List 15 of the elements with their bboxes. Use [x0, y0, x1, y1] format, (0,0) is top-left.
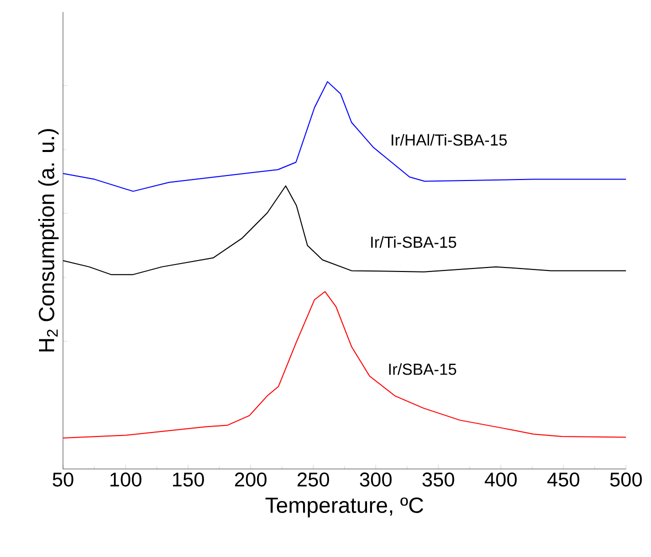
x-tick-label: 500: [610, 472, 642, 487]
x-tick-label: 50: [52, 472, 74, 487]
x-tick-label: 450: [547, 472, 580, 487]
x-tick-label: 350: [422, 472, 454, 487]
x-axis-title: Temperature, ºC: [265, 497, 424, 518]
series-label: Ir/Ti-SBA-15: [371, 236, 456, 248]
series-label: Ir/HAl/Ti-SBA-15: [392, 134, 507, 146]
x-tick-label: 200: [235, 472, 267, 487]
x-tick-label: 100: [110, 472, 142, 487]
y-axis-title: H$_{2}$ Consumption (a. u.): [38, 129, 59, 352]
x-tick-label: 250: [298, 472, 330, 487]
series-label: Ir/SBA-15: [389, 363, 456, 375]
x-tick-label: 400: [484, 472, 517, 487]
x-tick-label: 150: [173, 472, 204, 487]
x-tick-label: 300: [360, 472, 392, 487]
